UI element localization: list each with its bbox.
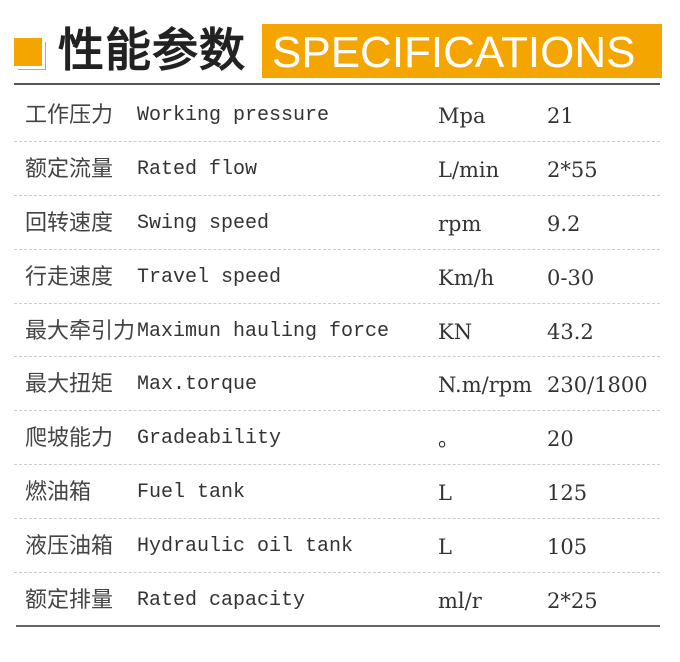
spec-name-en: Working pressure [137, 104, 330, 127]
spec-unit: rpm [438, 211, 482, 236]
spec-row: 爬坡能力 Gradeability 。 20 [14, 411, 660, 466]
spec-value: 20 [547, 427, 574, 452]
spec-name-en: Rated capacity [137, 589, 306, 613]
spec-name-en: Fuel tank [137, 481, 246, 505]
spec-name-en: Rated flow [137, 157, 258, 181]
spec-unit: L [438, 535, 452, 560]
spec-value: 9.2 [547, 211, 581, 236]
spec-unit: ml/r [438, 589, 482, 614]
spec-value: 230/1800 [547, 373, 648, 398]
spec-name-cn: 回转速度 [25, 210, 114, 236]
spec-row: 燃油箱 Fuel tank L 125 [14, 465, 660, 520]
spec-name-cn: 额定流量 [25, 156, 114, 182]
spec-name-cn: 燃油箱 [25, 480, 92, 506]
spec-name-en: Maximun hauling force [137, 319, 390, 343]
spec-row: 回转速度 Swing speed rpm 9.2 [14, 196, 660, 250]
spec-name-en: Travel speed [137, 265, 282, 289]
bottom-divider [16, 625, 660, 627]
spec-unit: N.m/rpm [438, 373, 533, 398]
spec-row: 工作压力 Working pressure Mpa 21 [14, 88, 660, 142]
spec-value: 105 [547, 535, 588, 560]
spec-row: 额定流量 Rated flow L/min 2*55 [14, 142, 660, 196]
title-english: SPECIFICATIONS [262, 24, 662, 78]
spec-unit: Km/h [438, 265, 495, 290]
header-divider [14, 83, 660, 85]
spec-unit: L [438, 481, 452, 506]
title-chinese: 性能参数 [58, 23, 246, 77]
spec-name-cn: 最大扭矩 [25, 372, 114, 398]
spec-value: 2*55 [547, 157, 598, 182]
spec-row: 额定排量 Rated capacity ml/r 2*25 [14, 573, 660, 627]
spec-name-cn: 爬坡能力 [25, 426, 114, 452]
spec-unit: L/min [438, 157, 500, 182]
spec-row: 最大牵引力 Maximun hauling force KN 43.2 [14, 304, 660, 358]
spec-unit: Mpa [438, 104, 486, 128]
spec-row: 最大扭矩 Max.torque N.m/rpm 230/1800 [14, 357, 660, 412]
square-front [14, 38, 45, 69]
spec-name-en: Max.torque [137, 373, 258, 397]
spec-unit: KN [438, 319, 473, 344]
spec-name-en: Swing speed [137, 211, 270, 235]
spec-name-en: Hydraulic oil tank [137, 535, 354, 559]
spec-name-cn: 液压油箱 [25, 534, 114, 560]
spec-value: 2*25 [547, 589, 598, 614]
spec-value: 21 [547, 104, 574, 128]
spec-name-cn: 最大牵引力 [25, 318, 136, 344]
spec-unit: 。 [438, 427, 459, 452]
spec-value: 0-30 [547, 265, 595, 290]
spec-name-cn: 工作压力 [25, 103, 114, 128]
spec-row: 行走速度 Travel speed Km/h 0-30 [14, 250, 660, 304]
spec-name-en: Gradeability [137, 427, 282, 451]
spec-name-cn: 额定排量 [25, 588, 114, 614]
spec-table: 工作压力 Working pressure Mpa 21 额定流量 Rated flow L… [14, 88, 660, 627]
spec-value: 43.2 [547, 319, 594, 344]
spec-value: 125 [547, 481, 588, 506]
spec-name-cn: 行走速度 [25, 264, 114, 290]
spec-row: 液压油箱 Hydraulic oil tank L 105 [14, 519, 660, 574]
